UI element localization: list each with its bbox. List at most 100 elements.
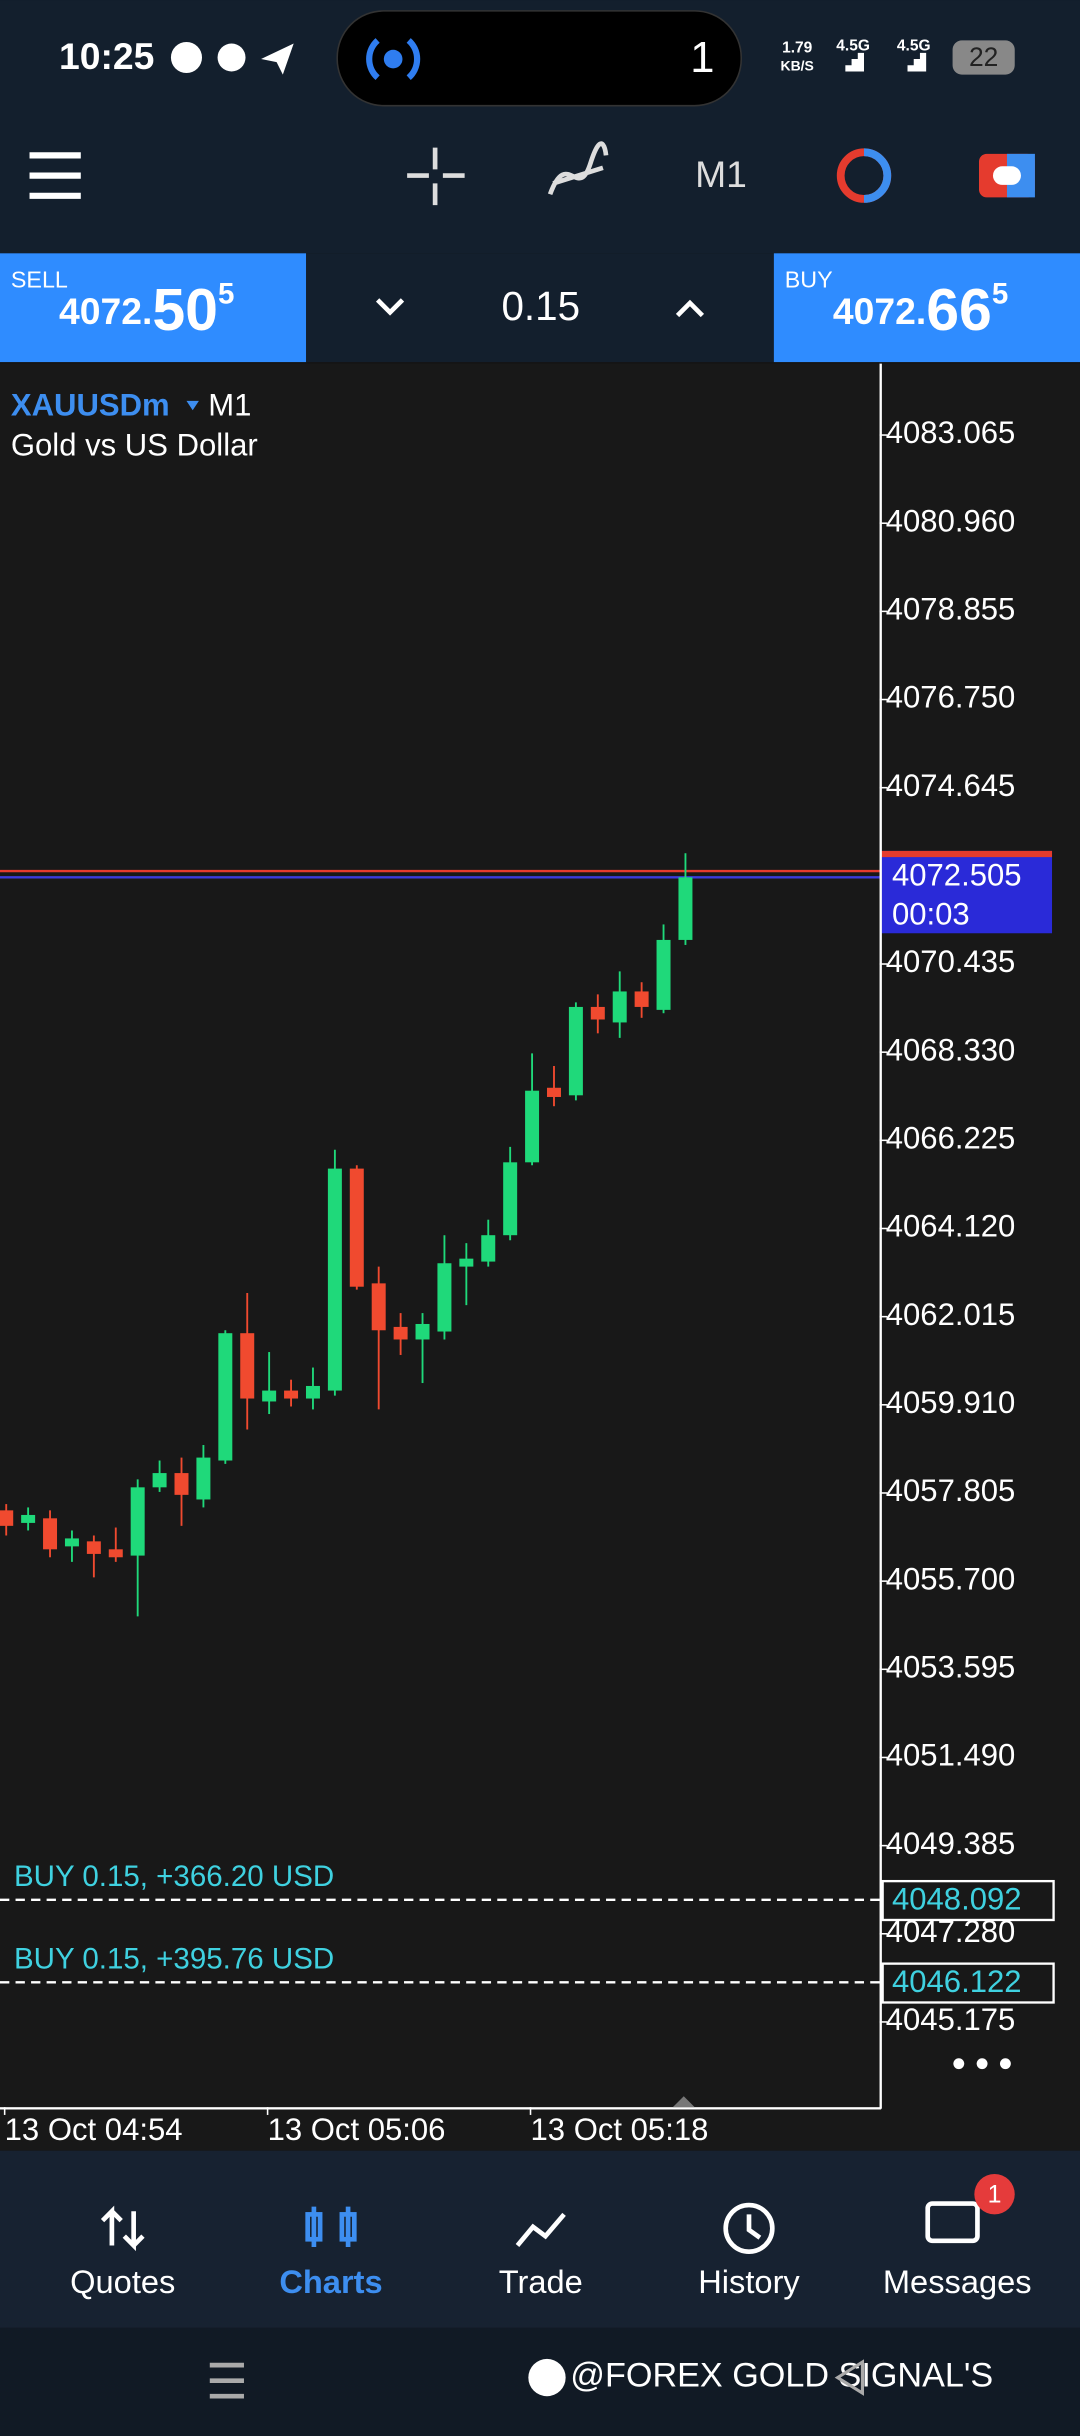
net-speed: 1.79 (782, 39, 813, 56)
position-label: BUY 0.15, +395.76 USD (14, 1942, 334, 1975)
position-price-box (881, 1879, 1055, 1922)
system-menu[interactable] (209, 2362, 244, 2399)
candle-body (415, 1323, 430, 1340)
candle-body (568, 1006, 583, 1096)
candle-body (437, 1263, 452, 1332)
y-tick-label: 4051.490 (886, 1738, 1016, 1773)
position-price: 4048.092 (892, 1882, 1022, 1917)
telegram-icon (170, 41, 203, 74)
badge (974, 2173, 1015, 2215)
candle-body (481, 1235, 496, 1262)
candle-body (196, 1457, 211, 1500)
trade-button[interactable] (978, 153, 1035, 198)
sell-price: 4072.505 (59, 277, 234, 343)
candle-body (152, 1473, 167, 1488)
symbol-dropdown (186, 400, 199, 411)
trade-icon (515, 2212, 566, 2247)
dynamic-island (336, 10, 743, 107)
objects-button[interactable] (836, 148, 892, 203)
y-tick-label: 4080.960 (886, 503, 1016, 538)
nav-charts[interactable]: Charts (279, 2263, 382, 2300)
price-small: 4072. (59, 290, 152, 332)
symbol-description: Gold vs US Dollar (11, 428, 258, 463)
candle-body (590, 1006, 605, 1020)
y-tick-label: 4078.855 (886, 592, 1016, 627)
candle-body (240, 1333, 255, 1399)
broadcast-waves (366, 38, 421, 81)
time-axis-line (0, 2107, 882, 2110)
price-small: 4072. (833, 290, 926, 332)
price-sup: 5 (992, 277, 1008, 310)
y-tick-label: 4083.065 (886, 415, 1016, 450)
price-axis-line (879, 363, 882, 2109)
more-button[interactable] (953, 2058, 1011, 2070)
bid-label-box (881, 850, 1053, 934)
candle-body (459, 1258, 474, 1267)
volume-up[interactable] (675, 299, 705, 318)
y-tick-label: 4062.015 (886, 1297, 1016, 1332)
nav-messages[interactable]: Messages (883, 2263, 1032, 2300)
candle-body (284, 1390, 299, 1399)
volume-down[interactable] (375, 298, 405, 316)
candle-body (21, 1514, 36, 1523)
x-tick-label: 13 Oct 05:18 (531, 2112, 709, 2147)
candle-body (327, 1168, 342, 1391)
y-tick-label: 4057.805 (886, 1473, 1016, 1508)
candle-body (43, 1518, 58, 1550)
net-unit: KB/S (780, 58, 813, 74)
candle-body (678, 877, 693, 940)
candle-body (218, 1333, 233, 1461)
nav-trade[interactable]: Trade (499, 2263, 583, 2300)
crosshair-button[interactable] (407, 147, 465, 206)
candle-body (525, 1090, 540, 1163)
price-sup: 5 (218, 277, 234, 310)
candle-body (503, 1162, 518, 1236)
sell-button[interactable] (0, 253, 307, 363)
battery-level: 22 (969, 42, 998, 72)
position-label: BUY 0.15, +366.20 USD (14, 1860, 334, 1893)
candle-body (634, 991, 649, 1007)
y-tick-label: 4059.910 (886, 1385, 1016, 1420)
broadcast-icon (383, 49, 403, 69)
clock: 10:25 (59, 35, 154, 77)
bottom-nav-background (0, 2150, 1080, 2328)
menu-button[interactable] (29, 152, 81, 199)
indicators-button[interactable] (547, 141, 609, 196)
y-tick-label: 4068.330 (886, 1032, 1016, 1067)
y-tick-label: 4076.750 (886, 680, 1016, 715)
candle-body (64, 1538, 79, 1547)
chart-background (0, 363, 1080, 2151)
x-tick-label: 13 Oct 05:06 (268, 2112, 446, 2147)
scroll-marker (672, 2096, 695, 2108)
nav-history[interactable]: History (698, 2263, 800, 2300)
badge-count: 1 (988, 2180, 1002, 2208)
volume[interactable]: 0.15 (501, 283, 580, 329)
signal-bars (839, 52, 927, 72)
candle-body (393, 1326, 408, 1340)
system-back[interactable] (834, 2359, 865, 2396)
candle-body (656, 939, 671, 1010)
buy-button[interactable] (773, 253, 1080, 363)
charts-icon (339, 2212, 357, 2242)
candle-body (174, 1473, 189, 1495)
candle-body (130, 1487, 145, 1556)
y-tick-label: 4070.435 (886, 944, 1016, 979)
y-tick-label: 4053.595 (886, 1650, 1016, 1685)
messages-icon (925, 2201, 980, 2244)
timeframe-button[interactable]: M1 (695, 153, 747, 195)
position-price: 4046.122 (892, 1964, 1022, 1999)
watermark: @FOREX GOLD SIGNAL'S (570, 2357, 993, 2395)
price-big: 66 (926, 277, 992, 343)
buy-price: 4072.665 (833, 277, 1008, 343)
y-tick-label: 4055.700 (886, 1561, 1016, 1596)
nav-quotes[interactable]: Quotes (70, 2263, 175, 2300)
y-tick-label: 4049.385 (886, 1826, 1016, 1861)
candle-body (371, 1283, 386, 1331)
candle-body (612, 991, 627, 1023)
symbol[interactable]: XAUUSDm (11, 387, 170, 422)
island-count: 1 (690, 34, 714, 82)
y-tick-label: 4066.225 (886, 1121, 1016, 1156)
history-icon (723, 2202, 775, 2255)
y-tick-label: 4045.175 (886, 2002, 1016, 2037)
y-tick-label: 4064.120 (886, 1209, 1016, 1244)
